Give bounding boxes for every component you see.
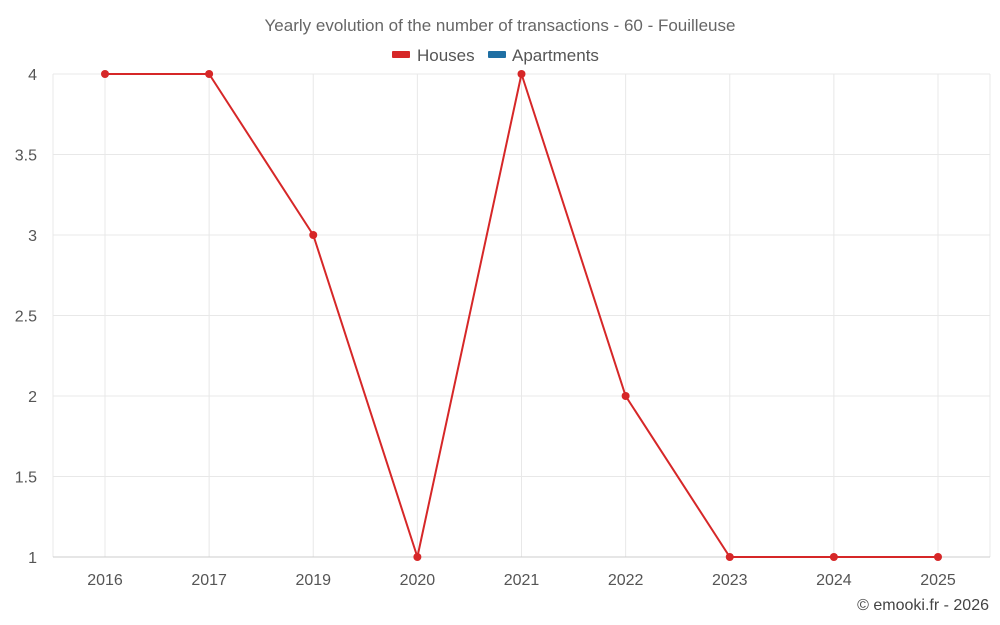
y-tick-label: 2.5 xyxy=(15,309,37,326)
legend-swatch-apartments xyxy=(488,51,506,58)
x-tick-label: 2025 xyxy=(920,572,956,589)
x-tick-label: 2020 xyxy=(400,572,436,589)
x-tick-label: 2019 xyxy=(295,572,331,589)
data-point-houses[interactable] xyxy=(205,70,214,78)
data-point-houses[interactable] xyxy=(725,553,734,561)
data-point-houses[interactable] xyxy=(309,231,318,239)
x-tick-label: 2021 xyxy=(504,572,540,589)
legend-item-apartments[interactable]: Apartments xyxy=(488,46,599,65)
legend: Houses Apartments xyxy=(392,46,599,65)
legend-label-houses: Houses xyxy=(417,46,475,65)
data-point-houses[interactable] xyxy=(621,392,630,400)
y-tick-label: 3 xyxy=(28,228,37,245)
legend-item-houses[interactable]: Houses xyxy=(392,46,475,65)
axes: 1 1.5 2 2.5 3 3.5 4 2016 2017 2019 2020 2021 2022 202… xyxy=(15,67,990,589)
y-tick-label: 1.5 xyxy=(15,470,37,487)
x-tick-label: 2022 xyxy=(608,572,644,589)
credit-text: © emooki.fr - 2026 xyxy=(857,597,989,614)
y-tick-label: 2 xyxy=(28,389,37,406)
x-tick-label: 2023 xyxy=(712,572,748,589)
y-tick-label: 1 xyxy=(28,550,37,567)
y-tick-label: 4 xyxy=(28,67,37,84)
legend-label-apartments: Apartments xyxy=(512,46,599,65)
grid xyxy=(52,73,991,558)
chart-title: Yearly evolution of the number of transa… xyxy=(265,16,736,35)
series xyxy=(101,70,942,561)
legend-swatch-houses xyxy=(392,51,410,58)
data-point-houses[interactable] xyxy=(517,70,526,78)
data-point-houses[interactable] xyxy=(101,70,109,78)
x-tick-label: 2024 xyxy=(816,572,852,589)
y-tick-label: 3.5 xyxy=(15,148,37,165)
data-point-houses[interactable] xyxy=(829,553,838,561)
x-tick-label: 2016 xyxy=(87,572,123,589)
data-point-houses[interactable] xyxy=(934,553,942,561)
data-point-houses[interactable] xyxy=(413,553,422,561)
x-tick-label: 2017 xyxy=(191,572,227,589)
